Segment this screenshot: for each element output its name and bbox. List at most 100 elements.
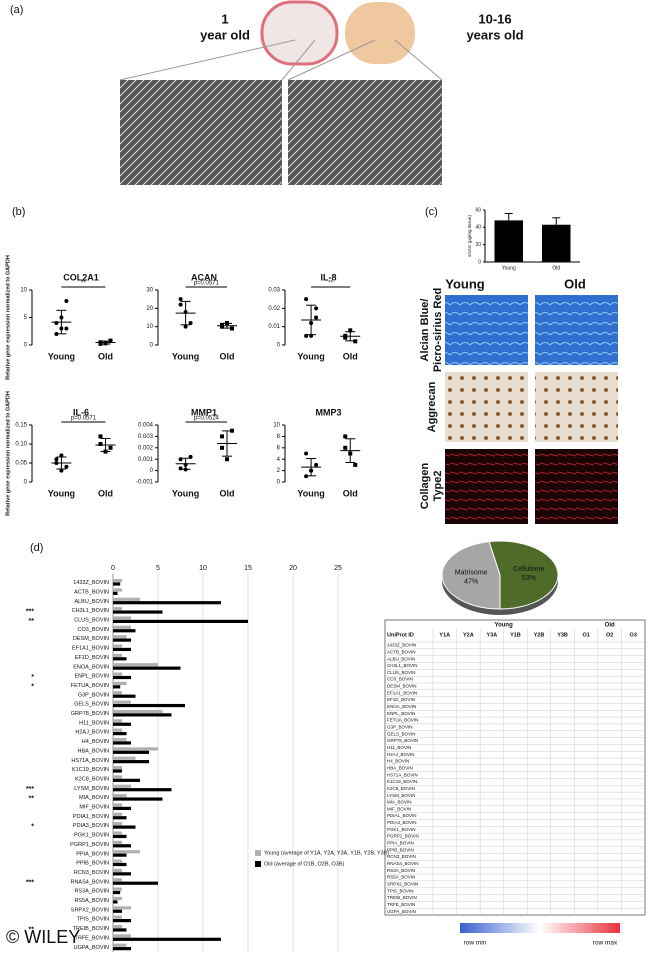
bar bbox=[113, 657, 127, 661]
x-tick-label: 0 bbox=[111, 565, 115, 572]
bar bbox=[113, 760, 149, 764]
significance: *** bbox=[26, 880, 34, 887]
bar bbox=[113, 675, 131, 680]
row-label: PGK1_BOVIN bbox=[387, 827, 416, 832]
y-tick-label: 0.15 bbox=[15, 423, 27, 429]
x-tick-label: Young bbox=[502, 265, 516, 271]
connector bbox=[119, 39, 296, 81]
bar bbox=[113, 591, 118, 595]
point bbox=[220, 322, 224, 327]
y-tick-label: 0 bbox=[24, 343, 28, 349]
point bbox=[353, 339, 358, 344]
bar bbox=[113, 681, 127, 686]
y-tick-label: 0.003 bbox=[138, 434, 154, 440]
category-label: PDIA3_BOVIN bbox=[73, 823, 109, 829]
bar bbox=[113, 887, 122, 891]
y-tick-label: 0.004 bbox=[138, 423, 154, 429]
point bbox=[64, 464, 69, 469]
bar bbox=[113, 859, 122, 863]
chart-title: IL-8 bbox=[320, 272, 336, 282]
bar bbox=[113, 784, 131, 788]
bar bbox=[113, 579, 122, 583]
row-label: Collagen bbox=[419, 462, 431, 509]
row-label: CLUS_BOVIN bbox=[387, 670, 416, 675]
x-tick-label: Old bbox=[343, 488, 358, 498]
point bbox=[54, 332, 59, 336]
row-label: GELS_BOVIN bbox=[387, 731, 416, 736]
bar bbox=[113, 840, 122, 844]
significance: p=0.0571 bbox=[194, 281, 220, 287]
point bbox=[54, 461, 59, 465]
point bbox=[230, 326, 234, 331]
bar bbox=[113, 629, 136, 633]
point bbox=[188, 454, 193, 459]
row-label: PDIA1_BOVIN bbox=[387, 813, 417, 818]
bar bbox=[113, 778, 140, 782]
row-label: RS3A_BOVIN bbox=[387, 868, 415, 873]
bar bbox=[113, 728, 122, 732]
point bbox=[225, 457, 229, 462]
category-label: LYSM_BOVIN bbox=[74, 786, 109, 792]
age-label: 10-16 bbox=[478, 11, 511, 26]
row-label: GRP78_BOVIN bbox=[387, 738, 418, 743]
bar bbox=[113, 928, 127, 932]
category-label: MIF_BOVIN bbox=[79, 805, 109, 811]
category-label: ENOA_BOVIN bbox=[73, 664, 109, 670]
significance: *** bbox=[26, 609, 34, 616]
row-label: G3P_BOVIN bbox=[387, 725, 413, 730]
x-tick-label: 15 bbox=[244, 565, 252, 572]
row-label: PDIA3_BOVIN bbox=[387, 820, 417, 825]
category-label: RNAS4_BOVIN bbox=[70, 879, 109, 885]
point bbox=[103, 449, 108, 454]
point bbox=[309, 333, 314, 338]
y-tick-label: 0.03 bbox=[268, 288, 280, 294]
row-label: FETUA_BOVIN bbox=[387, 718, 418, 723]
histology-image bbox=[535, 372, 618, 442]
bar bbox=[113, 663, 158, 667]
y-tick-label: 2 bbox=[277, 468, 281, 474]
y-tick-label: 0 bbox=[277, 343, 281, 349]
category-label: PPIA_BOVIN bbox=[76, 851, 109, 857]
point bbox=[220, 434, 224, 439]
photo bbox=[345, 2, 415, 64]
copyright: © WILEY bbox=[6, 927, 80, 947]
significance: *** bbox=[26, 786, 34, 793]
category-label: PPIB_BOVIN bbox=[76, 861, 109, 867]
x-tick-label: Old bbox=[98, 351, 113, 361]
column-header: Y3A bbox=[487, 632, 498, 638]
point bbox=[188, 321, 193, 325]
y-tick-label: 20 bbox=[475, 242, 481, 248]
colorbar-label: row max bbox=[593, 940, 618, 947]
bar bbox=[113, 582, 121, 586]
point bbox=[304, 333, 309, 338]
bar bbox=[113, 890, 121, 895]
category-label: TPIS_BOVIN bbox=[77, 917, 109, 923]
bar bbox=[113, 794, 127, 798]
point bbox=[343, 335, 348, 340]
column-header: O1 bbox=[582, 632, 589, 638]
bar bbox=[113, 625, 131, 629]
bar bbox=[113, 741, 131, 745]
x-tick-label: Old bbox=[552, 265, 560, 271]
bar bbox=[113, 844, 131, 848]
category-label: EF1A1_BOVIN bbox=[72, 646, 109, 652]
panel-label: (b) bbox=[12, 206, 25, 218]
sem-image bbox=[288, 80, 442, 185]
bar bbox=[113, 747, 158, 751]
bar bbox=[113, 775, 122, 779]
category-label: H11_BOVIN bbox=[79, 720, 109, 726]
row-label: ACTB_BOVIN bbox=[387, 649, 416, 654]
row-label: LYSM_BOVIN bbox=[387, 793, 415, 798]
y-axis-label: sGAG (μg/mg tissue) bbox=[467, 214, 472, 257]
bar bbox=[113, 769, 122, 773]
bar bbox=[494, 220, 523, 262]
bar bbox=[113, 853, 127, 857]
row-label: K2C8_BOVIN bbox=[387, 786, 415, 791]
bar bbox=[113, 703, 185, 708]
table-border bbox=[384, 619, 646, 916]
x-tick-label: Old bbox=[98, 488, 113, 498]
point bbox=[304, 297, 309, 302]
legend-label: Young (average of Y1A, Y2A, Y3A, Y1B, Y2… bbox=[264, 850, 389, 856]
bar bbox=[113, 601, 221, 605]
bar bbox=[113, 709, 163, 714]
